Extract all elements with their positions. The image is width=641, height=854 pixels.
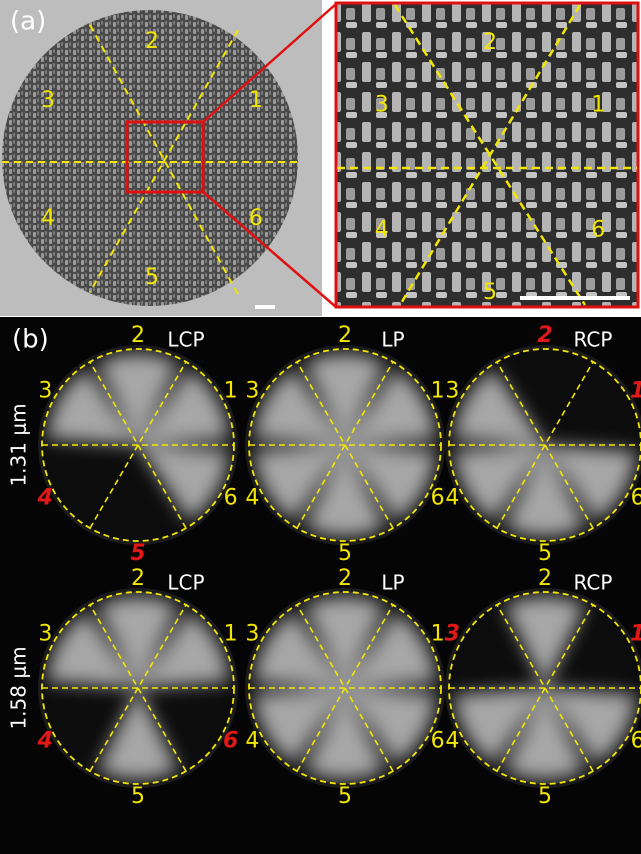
- sector-number: 4: [445, 486, 459, 511]
- sector-number: 5: [145, 265, 159, 290]
- sector-number: 4: [245, 729, 259, 754]
- sector-number: 4: [445, 729, 459, 754]
- sector-number: 2: [538, 566, 552, 591]
- polarization-label: LCP: [167, 328, 204, 352]
- sector-number: 3: [445, 379, 459, 404]
- scale-bar: [520, 296, 630, 300]
- wavelength-label: 1.58 μm: [7, 646, 31, 729]
- sector-number: 4: [37, 486, 53, 511]
- sector-number: 6: [431, 729, 445, 754]
- sector-number: 5: [131, 784, 145, 809]
- figure: (a) (b) 1 2 3 4 5 6 1 2 3 4 5 6 1.31 μm 1 2 3 4 5 6 LCP 1 2 3 4…: [0, 0, 641, 854]
- sector-number: 4: [37, 729, 53, 754]
- wavelength-label: 1.31 μm: [7, 403, 31, 486]
- far-field-image: [445, 345, 641, 545]
- sector-number: 3: [445, 622, 460, 647]
- sector-number: 4: [41, 206, 55, 231]
- sector-number: 2: [131, 566, 145, 591]
- sector-number: 2: [145, 29, 159, 54]
- polarization-label: RCP: [574, 328, 613, 352]
- sector-number: 6: [431, 486, 445, 511]
- sector-number: 2: [131, 323, 145, 348]
- sector-number: 3: [38, 622, 52, 647]
- sector-number: 3: [41, 88, 55, 113]
- sector-number: 2: [338, 566, 352, 591]
- sector-number: 2: [483, 30, 497, 55]
- sector-number: 2: [537, 323, 552, 348]
- polarization-label: LP: [381, 328, 404, 352]
- sector-number: 3: [245, 379, 259, 404]
- sector-number: 6: [631, 729, 641, 754]
- sector-number: 5: [338, 784, 352, 809]
- panel-label: (a): [10, 7, 46, 37]
- sector-number: 3: [245, 622, 259, 647]
- far-field-image: [38, 345, 238, 545]
- far-field-image: [245, 588, 445, 788]
- metasurface-overview: [2, 10, 298, 306]
- sector-number: 6: [224, 486, 238, 511]
- scale-bar: [255, 305, 275, 309]
- sector-number: 1: [431, 379, 445, 404]
- sector-number: 4: [245, 486, 259, 511]
- sector-number: 1: [630, 622, 641, 647]
- sector-number: 1: [630, 379, 641, 404]
- sector-number: 5: [538, 784, 552, 809]
- far-field-image: [445, 588, 641, 788]
- sector-number: 6: [591, 218, 605, 243]
- sector-number: 6: [631, 486, 641, 511]
- polarization-label: RCP: [574, 571, 613, 595]
- sector-number: 1: [224, 622, 238, 647]
- sector-number: 5: [538, 541, 552, 566]
- sector-number: 2: [338, 323, 352, 348]
- sector-number: 1: [249, 88, 263, 113]
- far-field-image: [245, 345, 445, 545]
- sector-number: 5: [483, 280, 497, 305]
- sector-number: 6: [249, 206, 263, 231]
- polarization-label: LP: [381, 571, 404, 595]
- sector-number: 4: [375, 218, 389, 243]
- sector-number: 3: [38, 379, 52, 404]
- sector-number: 3: [375, 93, 389, 118]
- sector-number: 1: [431, 622, 445, 647]
- panel-label: (b): [12, 325, 49, 355]
- sector-number: 1: [591, 93, 605, 118]
- sector-number: 6: [223, 729, 238, 754]
- sector-number: 5: [338, 541, 352, 566]
- sector-number: 1: [224, 379, 238, 404]
- polarization-label: LCP: [167, 571, 204, 595]
- far-field-image: [38, 588, 238, 788]
- sector-number: 5: [130, 541, 145, 566]
